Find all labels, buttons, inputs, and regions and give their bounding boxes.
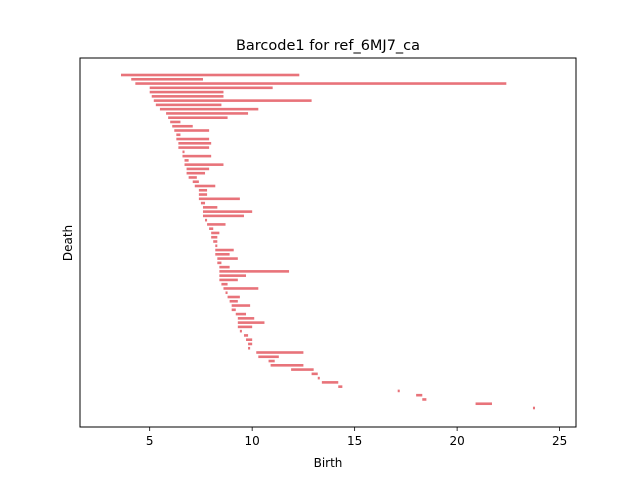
- barcode-bar: [338, 385, 343, 388]
- plot-frame: [79, 57, 577, 428]
- barcode-bar: [291, 368, 314, 371]
- x-tick-label: 10: [245, 434, 260, 448]
- barcode-bar: [170, 120, 181, 124]
- barcode-bar: [532, 406, 536, 410]
- barcode-bar: [207, 223, 226, 226]
- barcode-bar: [188, 176, 197, 179]
- barcode-bar: [217, 261, 222, 265]
- barcode-bar: [237, 321, 265, 324]
- x-axis-ticks: 5 10 15 20 25: [146, 427, 567, 448]
- barcode-bar: [192, 180, 199, 184]
- barcode-bar: [270, 364, 304, 367]
- barcode-bar: [209, 227, 214, 230]
- y-axis-label: Death: [61, 225, 75, 261]
- barcode-bar: [225, 291, 228, 295]
- barcode-bar: [166, 112, 249, 115]
- barcode-bar: [223, 287, 259, 290]
- barcode-bar: [268, 359, 275, 363]
- x-tick-label: 5: [146, 434, 154, 448]
- barcode-bar: [149, 86, 273, 90]
- barcode-bar: [198, 193, 208, 196]
- barcode-bar: [202, 210, 253, 213]
- x-axis-label: Birth: [314, 456, 343, 470]
- bars-group: [120, 73, 536, 410]
- barcode-bar: [131, 77, 203, 81]
- barcode-bar: [215, 248, 234, 252]
- barcode-bar: [186, 171, 206, 175]
- barcode-bar: [194, 184, 216, 188]
- barcode-bar: [186, 167, 210, 171]
- barcode-bar: [198, 197, 240, 201]
- barcode-bar: [155, 103, 222, 107]
- barcode-bar: [237, 325, 253, 329]
- barcode-bar: [176, 137, 210, 141]
- barcode-bar: [219, 270, 290, 273]
- barcode-bar: [151, 95, 224, 98]
- barcode-bar: [135, 82, 507, 85]
- barcode-bar: [248, 346, 251, 350]
- barcode-bar: [237, 317, 255, 320]
- x-tick-label: 15: [347, 434, 362, 448]
- barcode-bar: [235, 312, 247, 316]
- barcode-bar: [211, 235, 218, 239]
- barcode-bar: [217, 257, 238, 260]
- barcode-bar: [153, 99, 312, 102]
- barcode-bar: [184, 159, 189, 162]
- barcode-bar: [397, 389, 400, 393]
- barcode-bar: [248, 342, 253, 346]
- barcode-bar: [176, 133, 181, 137]
- barcode-bar: [182, 154, 212, 158]
- barcode-bar: [174, 129, 210, 132]
- barcode-bar: [184, 163, 224, 166]
- barcode-bar: [168, 116, 228, 119]
- barcode-bar: [422, 398, 427, 401]
- barcode-bar: [202, 206, 218, 209]
- barcode-bar: [416, 393, 423, 397]
- barcode-bar: [213, 240, 218, 243]
- barcode-bar: [231, 304, 251, 307]
- barcode-bar: [182, 150, 185, 154]
- barcode-bar: [475, 402, 492, 406]
- x-tick-label: 25: [552, 434, 567, 448]
- chart-title: Barcode1 for ref_6MJ7_ca: [236, 38, 420, 54]
- barcode-bar: [198, 188, 208, 192]
- barcode-bar: [202, 214, 244, 218]
- barcode-bar: [149, 90, 224, 94]
- barcode-bar: [243, 334, 249, 337]
- barcode-bar: [256, 351, 304, 354]
- barcode-bar: [239, 329, 242, 333]
- barcode-bar: [178, 146, 210, 149]
- barcode-bar: [200, 201, 206, 205]
- barcode-bar: [178, 142, 212, 145]
- barcode-bar: [246, 338, 253, 341]
- barcode-bar: [211, 231, 220, 235]
- barcode-bar: [221, 282, 228, 286]
- barcode-bar: [219, 278, 238, 282]
- barcode-bar: [229, 299, 238, 303]
- barcode-bar: [321, 381, 339, 384]
- barcode-bar: [215, 253, 230, 256]
- barcode-bar: [120, 73, 300, 77]
- barcode-bar: [227, 295, 240, 299]
- barcode-bar: [205, 218, 208, 222]
- barcode-bar: [311, 372, 318, 376]
- x-tick-label: 20: [449, 434, 464, 448]
- barcode-bar: [231, 308, 236, 312]
- barcode-bar: [215, 244, 218, 248]
- barcode-bar: [219, 265, 230, 269]
- barcode-bar: [258, 355, 279, 359]
- barcode-bar: [159, 107, 259, 111]
- barcode-bar: [172, 124, 193, 128]
- barcode-bar: [219, 274, 247, 277]
- barcode-bar: [317, 376, 320, 380]
